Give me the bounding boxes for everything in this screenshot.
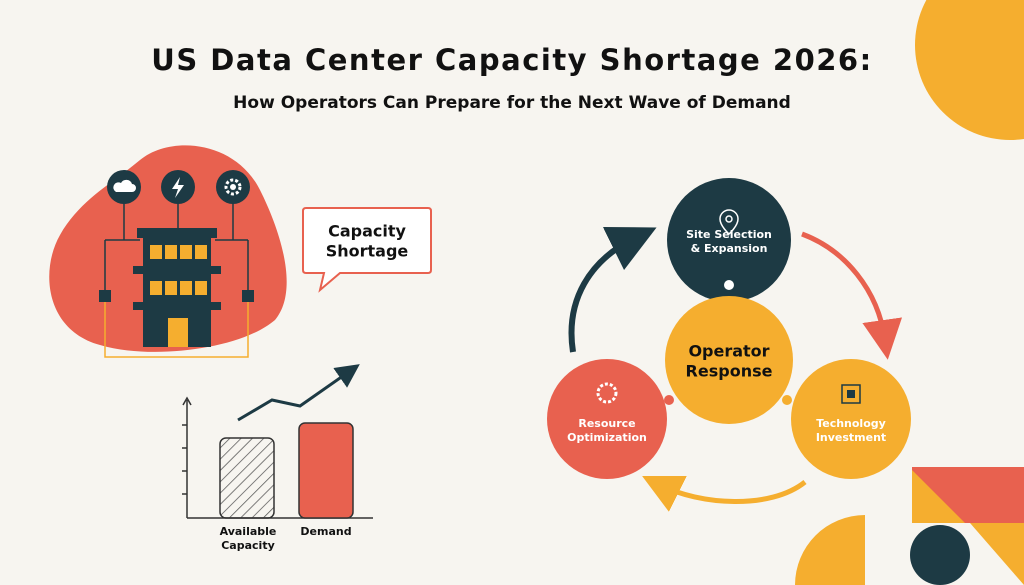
connector — [104, 300, 249, 358]
chip-icon — [847, 390, 855, 398]
node-dot — [782, 395, 792, 405]
subtitle: How Operators Can Prepare for the Next W… — [233, 93, 791, 113]
cycle-arrow — [642, 476, 807, 512]
cycle-node — [547, 359, 667, 479]
node-label: Site Selection — [686, 228, 772, 241]
decor — [970, 523, 1024, 585]
cycle-node — [667, 178, 791, 302]
title: US Data Center Capacity Shortage 2026: — [151, 43, 872, 77]
node-dot — [664, 395, 674, 405]
decor-circle — [915, 0, 1024, 140]
decor — [910, 525, 970, 585]
pin-icon — [719, 209, 739, 236]
center-node — [665, 296, 793, 424]
node-label: Optimization — [567, 431, 647, 444]
bar-label: Capacity — [221, 539, 275, 552]
bar-label: Demand — [300, 525, 351, 538]
bar — [298, 422, 354, 519]
gear-icon — [596, 382, 618, 404]
node-square — [99, 290, 111, 302]
trend-arrow — [237, 364, 360, 422]
node-label: Investment — [816, 431, 886, 444]
cycle-arrow — [801, 231, 903, 360]
decor — [795, 515, 865, 585]
node-label: Technology — [816, 417, 886, 430]
node-label: & Expansion — [691, 242, 768, 255]
icons — [107, 170, 250, 204]
decor — [912, 470, 965, 523]
bar — [219, 437, 275, 519]
node-dot — [722, 278, 736, 292]
pin-icon — [725, 215, 733, 223]
bar-label: Available — [220, 525, 277, 538]
chip-icon — [841, 384, 861, 404]
node-square — [242, 290, 254, 302]
callout-text: Shortage — [326, 242, 409, 261]
connectors — [104, 203, 249, 295]
node-label: Resource — [578, 417, 635, 430]
speech-bubble — [302, 207, 432, 293]
building — [133, 228, 221, 347]
cycle-arrow — [568, 226, 657, 353]
center-label: Response — [686, 362, 773, 381]
callout-text: Capacity — [328, 222, 406, 241]
cycle-node — [791, 359, 911, 479]
center-label: Operator — [688, 342, 769, 361]
